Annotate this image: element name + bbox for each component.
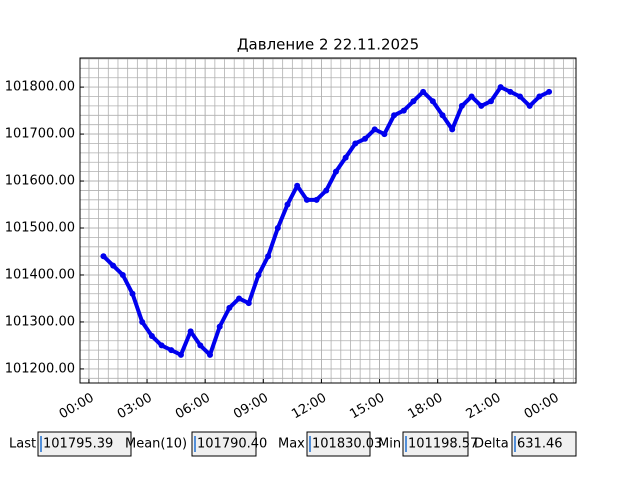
- stat-value: 101198.57: [408, 437, 478, 452]
- data-point: [546, 88, 553, 95]
- data-point: [313, 196, 320, 203]
- data-point: [517, 93, 524, 100]
- stat-label: Mean(10): [125, 437, 187, 452]
- data-point: [371, 126, 378, 133]
- data-point: [294, 182, 301, 189]
- x-tick-label: 09:00: [231, 391, 271, 423]
- plot-frame: [79, 57, 577, 384]
- y-tick-label: 101800.00: [5, 80, 75, 95]
- stat-label: Delta: [474, 437, 509, 452]
- data-point: [352, 140, 359, 147]
- stat-box: [37, 431, 132, 457]
- x-tick-label: 21:00: [464, 391, 504, 423]
- data-point: [139, 318, 146, 325]
- data-point: [362, 135, 369, 142]
- stat-value: 631.46: [517, 437, 563, 452]
- data-point: [187, 328, 194, 335]
- x-tick-label: 06:00: [173, 391, 213, 423]
- stat-value: 101790.40: [197, 437, 267, 452]
- x-tick-label: 00:00: [522, 391, 562, 423]
- data-point: [458, 102, 465, 109]
- y-tick-label: 101600.00: [5, 174, 75, 189]
- data-point: [536, 93, 543, 100]
- stat-box: [306, 431, 371, 457]
- data-point: [381, 131, 388, 138]
- data-point: [207, 351, 214, 358]
- data-point: [323, 187, 330, 194]
- data-point: [110, 262, 117, 269]
- data-point: [468, 93, 475, 100]
- data-point: [439, 112, 446, 119]
- y-tick-label: 101300.00: [5, 314, 75, 329]
- data-point: [226, 304, 233, 311]
- data-point: [526, 102, 533, 109]
- data-point: [332, 168, 339, 175]
- data-point: [342, 154, 349, 161]
- data-point: [216, 323, 223, 330]
- stat-value: 101830.03: [312, 437, 382, 452]
- data-point: [391, 112, 398, 119]
- data-point: [119, 271, 126, 278]
- data-point: [507, 88, 514, 95]
- x-tick-label: 15:00: [347, 391, 387, 423]
- stat-box: [511, 431, 577, 457]
- data-point: [410, 98, 417, 105]
- data-point: [245, 300, 252, 307]
- y-tick-label: 101700.00: [5, 127, 75, 142]
- data-point: [236, 295, 243, 302]
- data-point: [284, 201, 291, 208]
- data-point: [168, 347, 175, 354]
- data-point: [449, 126, 456, 133]
- y-tick-label: 101400.00: [5, 267, 75, 282]
- data-point: [274, 225, 281, 232]
- data-point: [148, 333, 155, 340]
- data-point: [303, 196, 310, 203]
- data-line: [102, 85, 550, 357]
- stat-box: [402, 431, 469, 457]
- data-point: [478, 102, 485, 109]
- data-point: [497, 84, 504, 91]
- y-tick-label: 101500.00: [5, 221, 75, 236]
- chart-title: Давление 2 22.11.2025: [237, 36, 419, 54]
- data-point: [255, 271, 262, 278]
- data-point: [177, 351, 184, 358]
- stat-label: Max: [278, 437, 305, 452]
- data-point: [487, 98, 494, 105]
- data-point: [129, 290, 136, 297]
- stat-box: [191, 431, 257, 457]
- data-point: [197, 342, 204, 349]
- x-tick-label: 03:00: [115, 391, 155, 423]
- x-tick-label: 18:00: [405, 391, 445, 423]
- data-point: [265, 253, 272, 260]
- data-point: [158, 342, 165, 349]
- stat-label: Min: [378, 437, 401, 452]
- data-point: [429, 98, 436, 105]
- stat-value: 101795.39: [43, 437, 113, 452]
- data-point: [100, 253, 107, 260]
- data-point: [400, 107, 407, 114]
- x-tick-label: 00:00: [57, 391, 97, 423]
- x-tick-label: 12:00: [289, 391, 329, 423]
- y-tick-label: 101200.00: [5, 361, 75, 376]
- data-point: [420, 88, 427, 95]
- stat-label: Last: [9, 437, 36, 452]
